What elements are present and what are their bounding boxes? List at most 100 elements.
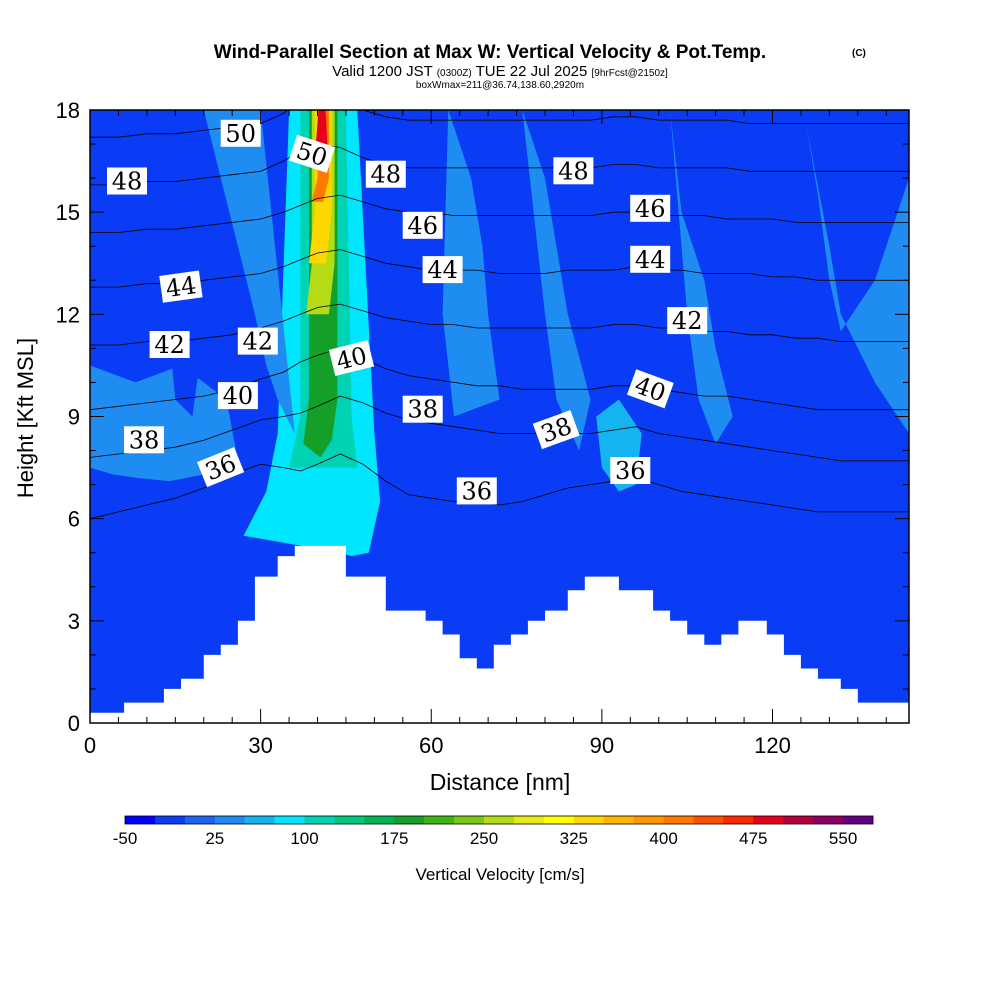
colorbar-frame xyxy=(124,815,874,825)
y-tick-label: 15 xyxy=(56,200,80,225)
colorbar-swatch xyxy=(214,816,245,824)
theta-label-box xyxy=(328,340,375,377)
velocity-region-8 xyxy=(522,110,591,451)
theta-label-16: 38 xyxy=(402,395,443,424)
chart-title: Wind-Parallel Section at Max W: Vertical… xyxy=(214,42,766,63)
velocity-region-9 xyxy=(670,110,733,444)
theta-label-box xyxy=(197,447,245,488)
theta-label-box xyxy=(667,307,708,335)
theta-label-box xyxy=(220,119,261,147)
x-tick-label: 90 xyxy=(590,733,614,758)
theta-label-text: 42 xyxy=(243,328,274,356)
theta-contour-38 xyxy=(90,395,909,462)
theta-label-text: 46 xyxy=(407,212,438,240)
colorbar-swatch xyxy=(603,816,634,824)
colorbar xyxy=(124,815,874,825)
colorbar-swatch xyxy=(334,816,365,824)
theta-label-9: 44 xyxy=(159,270,203,303)
theta-contour-46 xyxy=(90,194,909,233)
colorbar-tick-label: 475 xyxy=(739,829,767,848)
colorbar-swatch xyxy=(723,816,754,824)
theta-label-box xyxy=(124,426,164,454)
colorbar-tick-label: 250 xyxy=(470,829,498,848)
theta-label-box xyxy=(288,134,336,173)
valid-prefix: Valid 1200 JST xyxy=(332,63,432,80)
colorbar-swatch xyxy=(244,816,275,824)
theta-label-box xyxy=(149,331,190,358)
y-axis-label: Height [Kft MSL] xyxy=(13,338,38,498)
theta-label-0: 50 xyxy=(220,119,261,148)
valid-zulu: (0300Z) xyxy=(437,68,472,79)
colorbar-swatch xyxy=(394,816,425,824)
theta-label-text: 50 xyxy=(225,120,256,148)
colorbar-swatch xyxy=(843,816,874,824)
theta-contour-36 xyxy=(90,453,909,520)
theta-label-box xyxy=(626,369,674,409)
colorbar-swatch xyxy=(633,816,664,824)
colorbar-swatch xyxy=(125,816,156,824)
theta-label-4: 48 xyxy=(107,167,147,196)
theta-label-box xyxy=(237,327,278,355)
colorbar-label: Vertical Velocity [cm/s] xyxy=(415,865,584,884)
theta-label-text: 48 xyxy=(558,157,589,185)
theta-label-box xyxy=(365,160,406,188)
theta-label-box xyxy=(630,194,671,222)
y-tick-label: 0 xyxy=(68,711,80,736)
theta-label-text: 36 xyxy=(462,477,493,505)
y-tick-label: 12 xyxy=(56,302,80,327)
theta-label-text: 44 xyxy=(164,271,198,303)
velocity-region-18 xyxy=(749,488,830,628)
velocity-region-10 xyxy=(806,127,909,434)
theta-contour-40 xyxy=(90,347,909,411)
colorbar-swatch xyxy=(484,816,515,824)
theta-label-21: 36 xyxy=(610,457,651,485)
colorbar-tick-label: 100 xyxy=(290,829,318,848)
theta-label-box xyxy=(630,245,671,273)
valid-time-line: Valid 1200 JST (0300Z) TUE 22 Jul 2025 [… xyxy=(332,63,668,80)
colorbar-swatch xyxy=(154,816,186,824)
theta-label-box xyxy=(422,256,463,284)
x-axis: 0 30 60 90 120 xyxy=(84,110,887,758)
theta-label-text: 36 xyxy=(615,457,646,485)
y-tick-label: 3 xyxy=(68,609,80,634)
theta-label-12: 42 xyxy=(667,307,708,335)
colorbar-swatch xyxy=(783,816,814,824)
colorbar-swatch xyxy=(364,816,395,824)
theta-label-3: 48 xyxy=(553,157,594,185)
colorbar-swatch xyxy=(663,816,694,824)
theta-label-text: 46 xyxy=(635,195,666,223)
title-mark: (C) xyxy=(852,48,866,59)
x-tick-label: 60 xyxy=(419,733,443,758)
theta-label-box xyxy=(402,211,443,239)
y-tick-label: 9 xyxy=(68,405,80,430)
theta-label-2: 48 xyxy=(365,160,406,189)
colorbar-swatch xyxy=(693,816,724,824)
theta-label-text: 42 xyxy=(154,331,185,359)
theta-label-box xyxy=(217,382,258,410)
theta-label-10: 42 xyxy=(149,331,190,359)
theta-label-box xyxy=(553,157,594,185)
theta-label-7: 44 xyxy=(422,256,463,284)
theta-label-8: 44 xyxy=(630,245,671,274)
x-tick-label: 120 xyxy=(754,733,791,758)
theta-label-box xyxy=(456,477,497,505)
colorbar-tick-label: 175 xyxy=(380,829,408,848)
box-wmax-info: boxWmax=211@36.74,138.60,2920m xyxy=(416,80,584,91)
theta-contour-48 xyxy=(90,143,909,186)
theta-label-box xyxy=(159,270,203,303)
theta-label-box xyxy=(532,410,580,450)
theta-label-text: 38 xyxy=(407,396,438,424)
colorbar-swatch xyxy=(184,816,216,824)
valid-date: TUE 22 Jul 2025 xyxy=(476,63,588,80)
colorbar-swatch xyxy=(573,816,605,824)
colorbar-swatch xyxy=(753,816,784,824)
terrain xyxy=(90,545,909,723)
theta-label-11: 42 xyxy=(237,327,278,356)
x-tick-label: 0 xyxy=(84,733,96,758)
theta-label-6: 46 xyxy=(630,194,671,223)
theta-label-box xyxy=(610,457,651,484)
forecast-info: [9hrFcst@2150z] xyxy=(592,68,669,79)
